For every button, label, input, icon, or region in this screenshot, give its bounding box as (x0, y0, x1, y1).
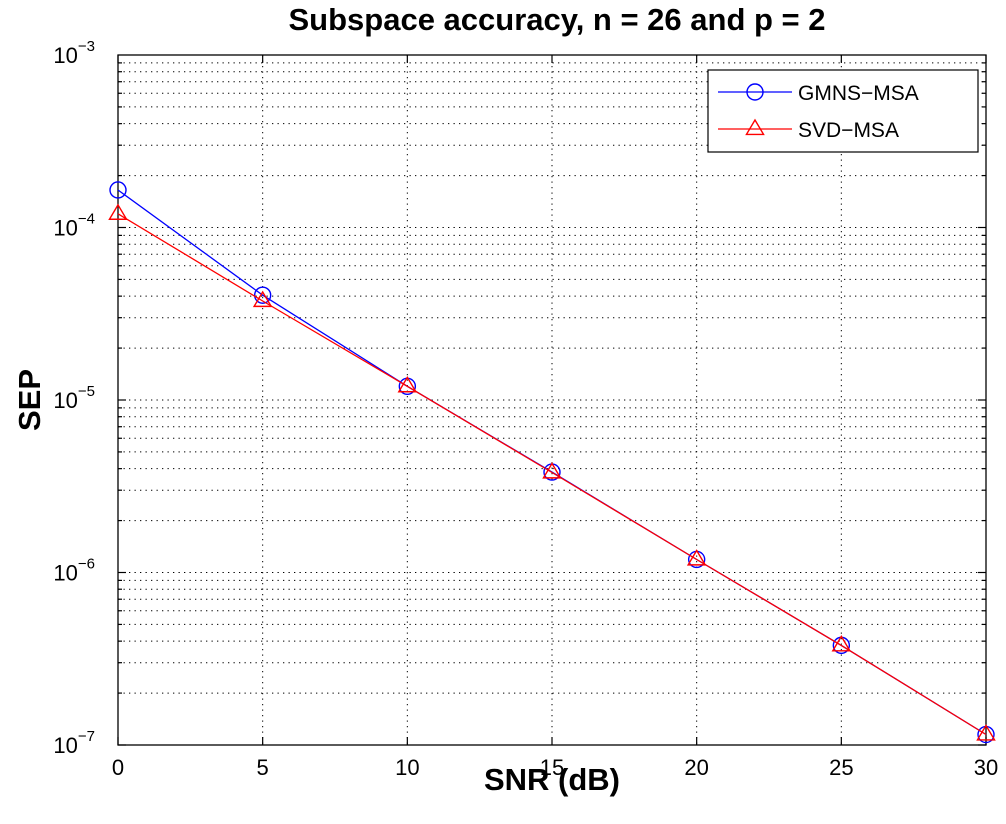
legend-swatch-marker (745, 118, 765, 136)
legend: GMNS−MSA SVD−MSA (707, 69, 979, 153)
x-tick-label: 0 (112, 755, 124, 780)
y-tick-label: 10−7 (53, 728, 95, 758)
legend-label: SVD−MSA (798, 119, 899, 142)
y-axis-label: SEP (12, 369, 47, 431)
data-point-marker (542, 462, 562, 479)
y-tick-label: 10−6 (53, 556, 95, 586)
data-point-marker (108, 203, 128, 220)
x-axis-label: SNR (dB) (484, 762, 620, 797)
x-tick-label: 10 (395, 755, 419, 780)
series-1 (108, 203, 996, 741)
data-point-marker (109, 181, 127, 199)
data-point-marker (976, 724, 996, 741)
data-point-marker (253, 286, 272, 304)
series-line (117, 213, 987, 736)
data-point-marker (397, 375, 418, 393)
legend-swatch-marker (746, 83, 764, 101)
legend-label: GMNS−MSA (798, 82, 919, 105)
axis-ticks: 0 5 10 15 20 25 30 10−3 10−4 10−5 10−6 10−7 (53, 38, 998, 780)
x-tick-label: 30 (974, 755, 998, 780)
series-layer (108, 181, 996, 744)
y-tick-label: 10−5 (53, 383, 95, 413)
data-point-marker (686, 549, 707, 566)
y-tick-label: 10−3 (53, 38, 95, 68)
chart-title: Subspace accuracy, n = 26 and p = 2 (288, 2, 825, 37)
data-point-marker (252, 290, 273, 308)
data-point-marker (831, 635, 852, 652)
x-tick-label: 20 (684, 755, 708, 780)
x-tick-label: 15 (540, 755, 564, 780)
x-tick-label: 5 (257, 755, 269, 780)
y-tick-label: 10−4 (53, 211, 95, 241)
x-tick-label: 25 (829, 755, 853, 780)
